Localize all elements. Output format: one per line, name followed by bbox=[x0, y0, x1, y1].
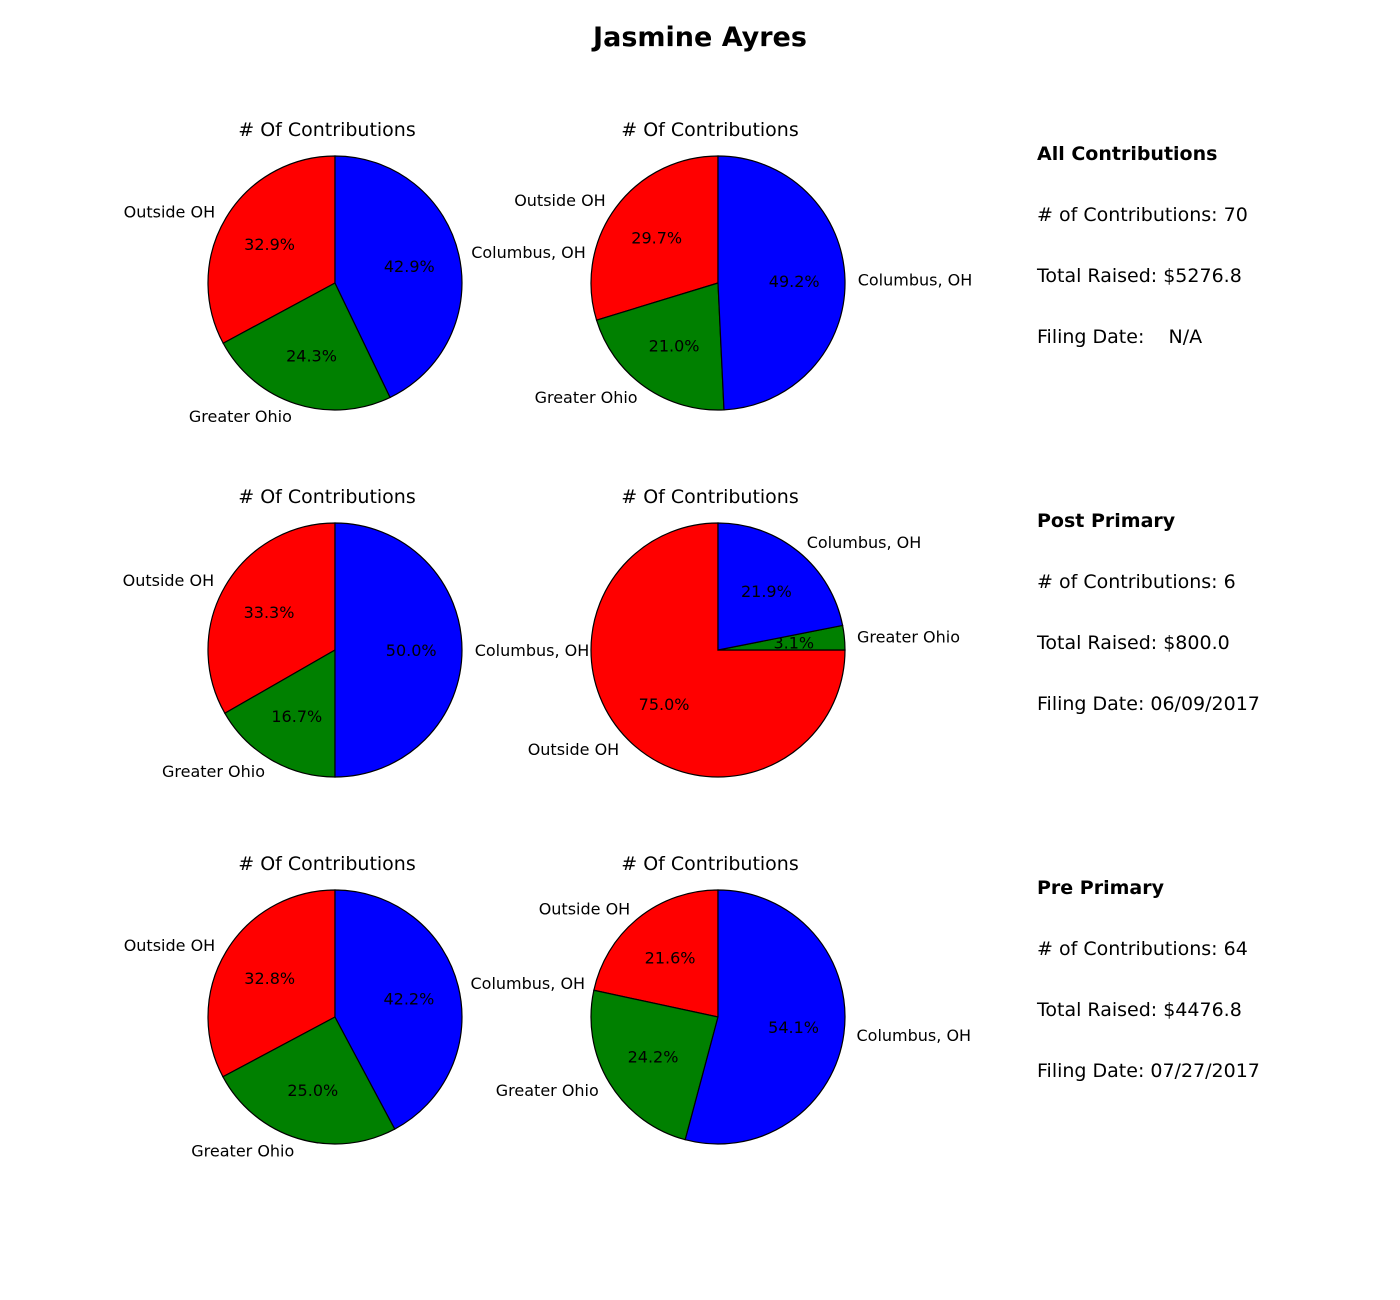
pie-percent-label: 33.3% bbox=[244, 603, 295, 622]
pie-chart: # Of Contributions 32.9% Outside OH 24.3% Gr… bbox=[124, 119, 586, 426]
summary-total-raised: Total Raised: $4476.8 bbox=[1037, 999, 1242, 1021]
pie-category-label: Columbus, OH bbox=[475, 641, 590, 660]
pie-percent-label: 32.9% bbox=[244, 235, 295, 254]
pie-chart: # Of Contributions 75.0% Outside OH 3.1% Gre… bbox=[528, 486, 960, 778]
summary-contribution-count: # of Contributions: 6 bbox=[1037, 571, 1236, 593]
pie-slice bbox=[334, 522, 463, 778]
pie-slice bbox=[717, 522, 844, 651]
pie-percent-label: 42.9% bbox=[384, 257, 435, 276]
pie-percent-label: 21.9% bbox=[741, 582, 792, 601]
pie-percent-label: 49.2% bbox=[769, 272, 820, 291]
pie-percent-label: 21.0% bbox=[649, 336, 700, 355]
summary-filing-date: Filing Date: N/A bbox=[1037, 326, 1203, 348]
pie-slice bbox=[684, 889, 846, 1145]
pie-percent-label: 24.3% bbox=[286, 347, 337, 366]
pie-percent-label: 24.2% bbox=[628, 1048, 679, 1067]
pie-percent-label: 21.6% bbox=[645, 949, 696, 968]
pie-percent-label: 75.0% bbox=[639, 695, 690, 714]
pie-title: # Of Contributions bbox=[621, 119, 799, 141]
pie-chart: # Of Contributions 29.7% Outside OH 21.0% Gr… bbox=[514, 119, 973, 411]
pie-category-label: Outside OH bbox=[539, 899, 631, 918]
pie-slice bbox=[590, 989, 719, 1141]
summary-heading: Pre Primary bbox=[1037, 877, 1164, 899]
pie-slice bbox=[207, 889, 336, 1078]
pie-slice bbox=[717, 155, 846, 411]
pie-percent-label: 29.7% bbox=[631, 229, 682, 248]
pie-slice bbox=[222, 282, 391, 411]
pie-category-label: Columbus, OH bbox=[857, 1026, 972, 1045]
pie-category-label: Columbus, OH bbox=[471, 974, 586, 993]
pie-category-label: Outside OH bbox=[124, 936, 216, 955]
summary-heading: Post Primary bbox=[1037, 510, 1176, 532]
pie-slice bbox=[590, 522, 846, 778]
pie-percent-label: 42.2% bbox=[383, 990, 434, 1009]
pie-category-label: Greater Ohio bbox=[191, 1142, 294, 1161]
pie-percent-label: 54.1% bbox=[768, 1018, 819, 1037]
pie-slice bbox=[224, 648, 336, 778]
pie-category-label: Outside OH bbox=[514, 191, 606, 210]
pie-slice bbox=[590, 155, 719, 321]
pie-category-label: Outside OH bbox=[124, 202, 216, 221]
pie-percent-label: 32.8% bbox=[244, 969, 295, 988]
pie-slice bbox=[207, 522, 336, 715]
summary-heading: All Contributions bbox=[1037, 143, 1218, 165]
pie-slice bbox=[593, 889, 719, 1018]
pie-percent-label: 50.0% bbox=[386, 641, 437, 660]
pie-category-label: Columbus, OH bbox=[807, 533, 922, 552]
summary-all-contributions: All Contributions # of Contributions: 70… bbox=[1037, 143, 1377, 387]
pie-title: # Of Contributions bbox=[621, 486, 799, 508]
pie-percent-label: 3.1% bbox=[773, 634, 814, 653]
pie-chart: # Of Contributions 33.3% Outside OH 16.7% Gr… bbox=[123, 486, 590, 781]
pie-category-label: Greater Ohio bbox=[162, 762, 265, 781]
summary-contribution-count: # of Contributions: 64 bbox=[1037, 938, 1248, 960]
pie-percent-label: 25.0% bbox=[287, 1081, 338, 1100]
summary-filing-date: Filing Date: 07/27/2017 bbox=[1037, 1060, 1260, 1082]
pie-category-label: Greater Ohio bbox=[535, 388, 638, 407]
pie-category-label: Columbus, OH bbox=[471, 243, 586, 262]
pie-chart: # Of Contributions 21.6% Outside OH 24.2% Gr… bbox=[496, 853, 972, 1145]
pie-category-label: Outside OH bbox=[528, 740, 620, 759]
pie-percent-label: 16.7% bbox=[271, 707, 322, 726]
pie-category-label: Greater Ohio bbox=[189, 407, 292, 426]
pie-title: # Of Contributions bbox=[238, 853, 416, 875]
figure-title: Jasmine Ayres bbox=[593, 22, 807, 53]
pie-title: # Of Contributions bbox=[238, 486, 416, 508]
pie-title: # Of Contributions bbox=[238, 119, 416, 141]
summary-filing-date: Filing Date: 06/09/2017 bbox=[1037, 693, 1260, 715]
summary-pre-primary: Pre Primary # of Contributions: 64 Total… bbox=[1037, 877, 1377, 1121]
pie-category-label: Greater Ohio bbox=[496, 1081, 599, 1100]
pie-slice bbox=[207, 155, 336, 345]
summary-total-raised: Total Raised: $800.0 bbox=[1037, 632, 1230, 654]
pie-category-label: Outside OH bbox=[123, 571, 215, 590]
pie-slice bbox=[334, 155, 463, 399]
pie-category-label: Greater Ohio bbox=[857, 627, 960, 646]
summary-total-raised: Total Raised: $5276.8 bbox=[1037, 265, 1242, 287]
summary-post-primary: Post Primary # of Contributions: 6 Total… bbox=[1037, 510, 1377, 754]
summary-contribution-count: # of Contributions: 70 bbox=[1037, 204, 1248, 226]
pie-category-label: Columbus, OH bbox=[858, 271, 973, 290]
pie-slice bbox=[334, 889, 463, 1130]
pie-slice bbox=[595, 282, 725, 411]
pie-title: # Of Contributions bbox=[621, 853, 799, 875]
pie-chart: # Of Contributions 32.8% Outside OH 25.0% Gr… bbox=[124, 853, 585, 1161]
